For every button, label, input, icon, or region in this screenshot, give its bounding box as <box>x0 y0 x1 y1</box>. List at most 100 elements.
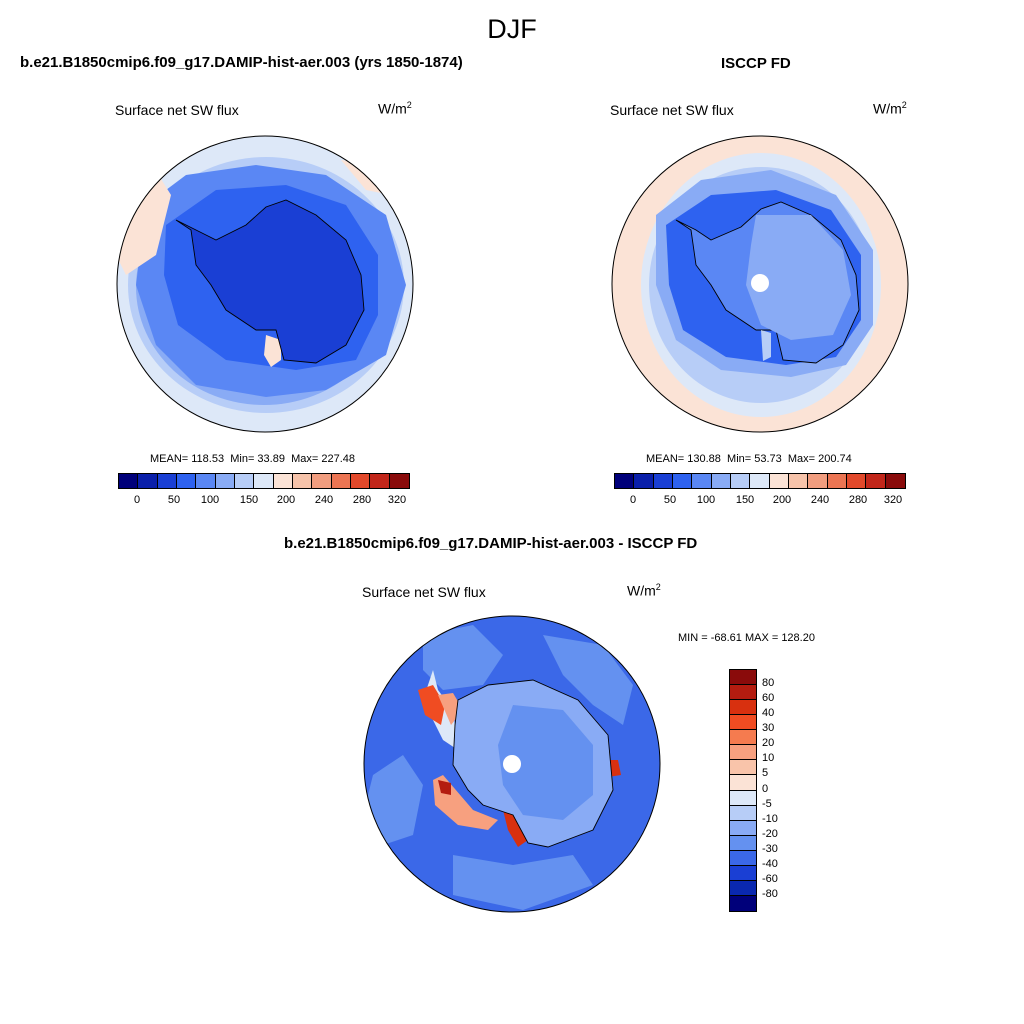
obs-min: Min= 53.73 <box>727 453 782 465</box>
diff-colorbar-swatch <box>730 805 756 821</box>
model-colorbar-swatch <box>234 474 255 488</box>
obs-map-border <box>611 135 909 433</box>
diff-minmax: MIN = -68.61 MAX = 128.20 <box>678 632 815 644</box>
obs-colorbar <box>614 473 906 489</box>
diff-colorbar-swatch <box>730 775 756 791</box>
obs-units-text: W/m <box>873 100 902 117</box>
obs-colorbar-tick-label: 280 <box>848 494 868 506</box>
model-antarctica-coastline <box>175 199 365 364</box>
diff-field-ws-hot <box>438 780 451 795</box>
obs-colorbar-swatch <box>885 474 905 488</box>
diff-colorbar-tick-label: 20 <box>762 737 775 750</box>
model-max: Max= 227.48 <box>291 453 355 465</box>
obs-colorbar-swatch <box>866 474 886 488</box>
diff-colorbar-tick-label: 10 <box>762 752 775 765</box>
model-colorbar-tick-label: 0 <box>133 494 141 506</box>
diff-field-west-mid <box>364 755 423 845</box>
obs-colorbar-swatch <box>730 474 751 488</box>
obs-max: Max= 200.74 <box>787 453 852 465</box>
obs-pole-missing-data <box>751 274 769 292</box>
model-colorbar-ticks: 0 50 100 150 200 240 280 320 <box>118 494 408 508</box>
diff-colorbar-swatch <box>730 880 756 896</box>
model-colorbar-tick-label: 320 <box>387 494 407 506</box>
diff-colorbar-tick-label: -60 <box>762 872 778 885</box>
diff-colorbar-tick-label: -30 <box>762 842 778 855</box>
obs-colorbar-tick-label: 150 <box>735 494 755 506</box>
obs-field-plateau <box>746 215 851 340</box>
obs-colorbar-swatch <box>653 474 673 488</box>
model-polar-map <box>116 135 414 433</box>
diff-colorbar-tick-label: -10 <box>762 812 778 825</box>
diff-field-plateau <box>498 705 593 820</box>
model-colorbar-swatch <box>389 474 409 488</box>
obs-colorbar-ticks: 0 50 100 150 200 240 280 320 <box>614 494 904 508</box>
diff-field-ne-mid <box>543 635 633 725</box>
diff-colorbar-tick-label: -40 <box>762 857 778 870</box>
model-colorbar-swatch <box>312 474 332 488</box>
diff-field-north-mid <box>423 625 503 690</box>
diff-polar-map <box>363 615 661 913</box>
diff-field-south-mid <box>453 855 593 910</box>
obs-polar-map <box>611 135 909 433</box>
model-units-label: W/m2 <box>378 100 412 117</box>
model-colorbar-swatch <box>273 474 293 488</box>
obs-colorbar-swatch <box>750 474 770 488</box>
diff-colorbar-swatch <box>730 670 756 686</box>
model-variable-label: Surface net SW flux <box>115 102 239 118</box>
obs-colorbar-tick-label: 240 <box>810 494 830 506</box>
obs-colorbar-swatch <box>692 474 712 488</box>
diff-colorbar-tick-label: 30 <box>762 722 775 735</box>
obs-mean: MEAN= 130.88 <box>646 453 721 465</box>
diff-colorbar-swatch <box>730 715 756 731</box>
model-units-exponent: 2 <box>406 100 412 110</box>
model-colorbar-swatch <box>176 474 197 488</box>
model-colorbar <box>118 473 410 489</box>
model-stats: MEAN= 118.53 Min= 33.89 Max= 227.48 <box>150 453 355 465</box>
diff-units-text: W/m <box>627 582 656 599</box>
model-colorbar-swatch <box>119 474 139 488</box>
model-colorbar-tick-label: 240 <box>314 494 334 506</box>
model-colorbar-swatch <box>350 474 371 488</box>
model-colorbar-swatch <box>138 474 158 488</box>
diff-colorbar-swatch <box>730 835 756 851</box>
obs-colorbar-tick-label: 50 <box>663 494 677 506</box>
obs-colorbar-swatch <box>615 474 635 488</box>
obs-colorbar-swatch <box>788 474 809 488</box>
model-colorbar-tick-label: 50 <box>167 494 181 506</box>
model-colorbar-swatch <box>215 474 235 488</box>
diff-colorbar-swatch <box>730 745 756 761</box>
diff-colorbar <box>729 669 757 912</box>
obs-colorbar-swatch <box>672 474 693 488</box>
obs-colorbar-swatch <box>634 474 654 488</box>
model-field-warm-south <box>264 335 281 367</box>
model-colorbar-swatch <box>292 474 313 488</box>
obs-colorbar-tick-label: 200 <box>772 494 792 506</box>
model-map-border <box>116 135 414 433</box>
diff-colorbar-swatch <box>730 895 756 911</box>
diff-colorbar-tick-label: -5 <box>762 797 772 810</box>
obs-colorbar-tick-label: 320 <box>883 494 903 506</box>
model-colorbar-swatch <box>254 474 274 488</box>
diff-colorbar-tick-label: 60 <box>762 692 775 705</box>
model-colorbar-swatch <box>370 474 390 488</box>
obs-colorbar-swatch <box>808 474 828 488</box>
diff-panel-title: b.e21.B1850cmip6.f09_g17.DAMIP-hist-aer.… <box>284 535 698 552</box>
diff-colorbar-swatch <box>730 730 756 746</box>
model-colorbar-tick-label: 100 <box>200 494 220 506</box>
diff-units-exponent: 2 <box>655 582 661 592</box>
obs-variable-label: Surface net SW flux <box>610 102 734 118</box>
obs-stats: MEAN= 130.88 Min= 53.73 Max= 200.74 <box>646 453 852 465</box>
diff-colorbar-tick-label: -80 <box>762 887 778 900</box>
diff-colorbar-tick-label: 40 <box>762 707 775 720</box>
diff-colorbar-tick-label: -20 <box>762 827 778 840</box>
diff-colorbar-tick-label: 5 <box>762 767 769 780</box>
model-colorbar-swatch <box>157 474 177 488</box>
diff-colorbar-swatch <box>730 865 756 881</box>
obs-field-ross <box>761 330 771 361</box>
diff-colorbar-tick-label: 0 <box>762 782 769 795</box>
diff-colorbar-swatch <box>730 850 756 866</box>
diff-colorbar-swatch <box>730 685 756 701</box>
obs-colorbar-swatch <box>846 474 867 488</box>
diff-colorbar-tick-label: 80 <box>762 677 775 690</box>
model-colorbar-tick-label: 280 <box>352 494 372 506</box>
